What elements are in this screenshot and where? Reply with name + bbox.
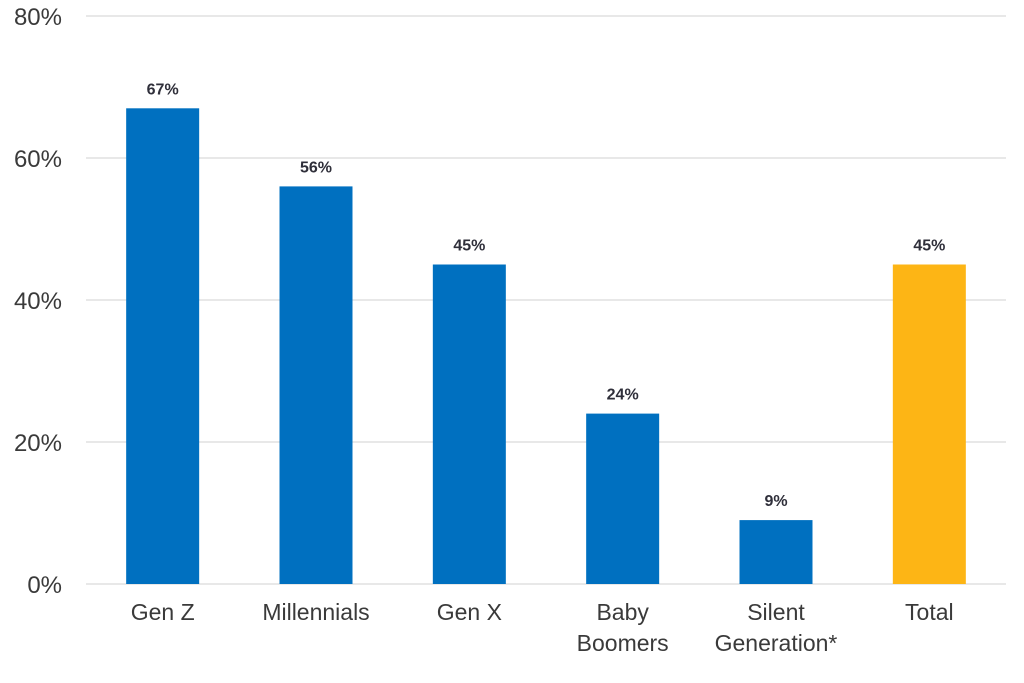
bar bbox=[279, 186, 353, 584]
y-tick-label: 80% bbox=[14, 4, 62, 31]
bar bbox=[432, 264, 506, 584]
x-tick-label: Silent Generation* bbox=[715, 599, 838, 656]
x-tick-label: Millennials bbox=[262, 599, 369, 625]
data-labels: 67% 56% 45% 24% 9% 45% bbox=[147, 81, 946, 510]
x-tick-label: Gen Z bbox=[131, 599, 195, 625]
data-label: 9% bbox=[764, 493, 787, 510]
gridlines bbox=[86, 15, 1006, 585]
bar bbox=[586, 413, 660, 584]
y-tick-label: 40% bbox=[14, 288, 62, 315]
bar bbox=[892, 264, 966, 584]
bar bbox=[739, 520, 813, 584]
y-axis-ticks: 0% 20% 40% 60% 80% bbox=[14, 4, 62, 599]
bars bbox=[126, 108, 966, 585]
x-tick-label: Baby Boomers bbox=[577, 599, 669, 656]
y-tick-label: 20% bbox=[14, 430, 62, 457]
data-label: 56% bbox=[300, 159, 332, 176]
bar bbox=[126, 108, 200, 585]
y-tick-label: 60% bbox=[14, 146, 62, 173]
data-label: 45% bbox=[913, 238, 945, 255]
data-label: 45% bbox=[453, 238, 485, 255]
y-tick-label: 0% bbox=[27, 572, 62, 599]
data-label: 67% bbox=[147, 81, 179, 98]
x-tick-label: Total bbox=[905, 599, 954, 625]
x-axis-categories: Gen Z Millennials Gen X Baby Boomers Silent Ge… bbox=[131, 599, 954, 656]
x-tick-label: Gen X bbox=[437, 599, 502, 625]
data-label: 24% bbox=[607, 387, 639, 404]
